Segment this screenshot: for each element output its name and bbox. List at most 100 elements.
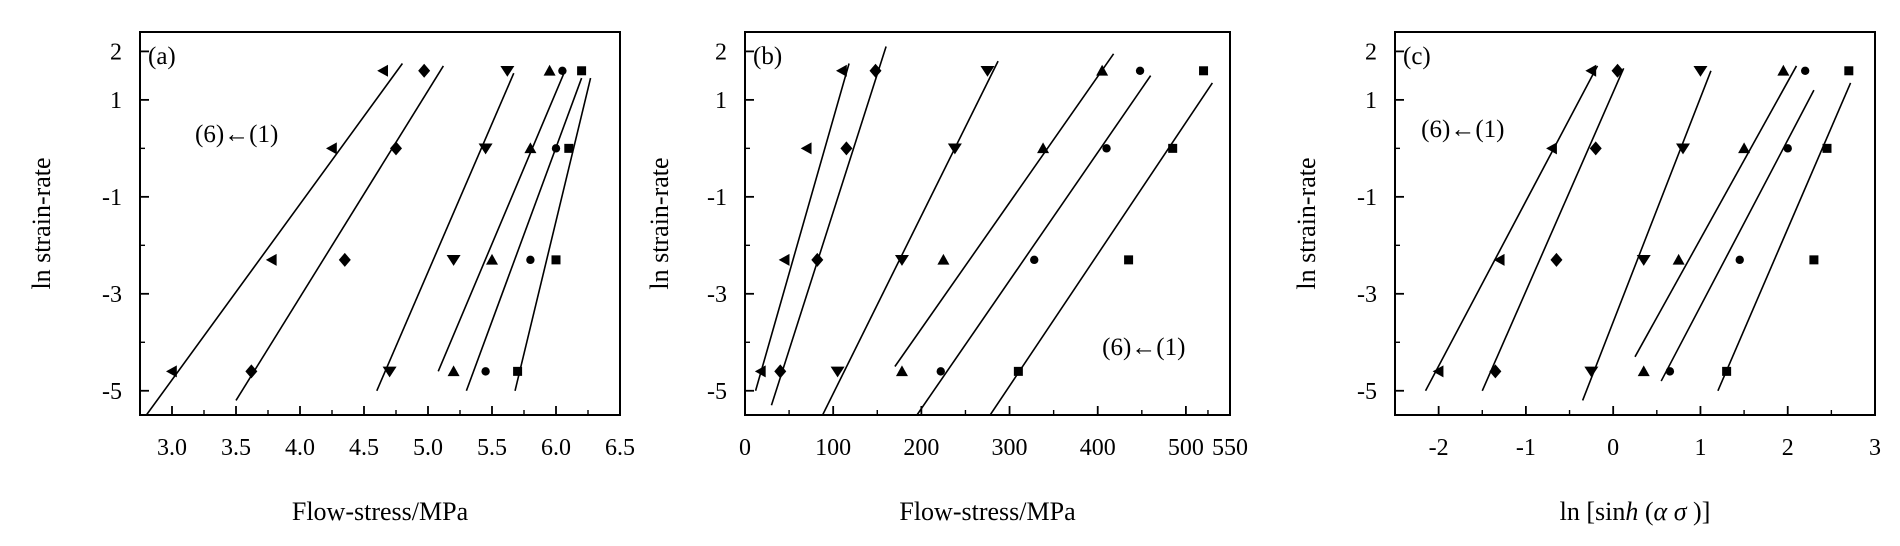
panel-a-point-diamond: [418, 63, 431, 78]
panel-b-point-circle: [1135, 66, 1145, 75]
panel-c-series-3: [1634, 64, 1798, 377]
panel-b-xtick-label: 550: [1212, 435, 1248, 461]
panel-b-xtick-label: 400: [1080, 435, 1116, 461]
panel-c-point-tri-left: [1585, 64, 1597, 77]
panel-c-point-triangle: [1777, 64, 1790, 76]
panel-c-frame: [1394, 31, 1876, 416]
panel-b-fit-line: [821, 60, 999, 415]
panel-b-point-diamond: [774, 364, 787, 379]
panel-a-xlabel: Flow-stress/MPa: [292, 497, 469, 526]
panel-a-fit-line: [437, 70, 566, 372]
panel-a-xtick-label: 5.5: [477, 435, 507, 461]
panel-b-xtick-label: 500: [1168, 435, 1204, 461]
panel-b-point-square: [1124, 255, 1134, 265]
panel-b-frame: [744, 31, 1231, 416]
panel-a-xtick-label: 3.0: [157, 435, 187, 461]
panel-a-xtick-label: 6.5: [605, 435, 635, 461]
panel-c-ytick-label: 2: [1365, 39, 1377, 65]
panel-a-series-1: [513, 66, 592, 391]
panel-b-fit-line: [894, 53, 1115, 367]
panel-b-series-1: [989, 66, 1214, 415]
panel-c-series-4: [1581, 65, 1712, 401]
panel-a-frame: [139, 31, 621, 416]
panel-a-ytick-label: 1: [110, 88, 122, 114]
panel-a-fit-line: [145, 63, 404, 415]
panel-b-xtick-label: 100: [815, 435, 851, 461]
panel-a-point-diamond: [338, 252, 351, 267]
panel-c-ylabel: ln strain-rate: [1292, 157, 1321, 289]
panel-b-series-3: [894, 53, 1115, 377]
panel-c-point-square: [1809, 255, 1819, 265]
panel-b-point-square: [1168, 143, 1178, 153]
panel-b-point-circle: [1030, 255, 1039, 265]
panel-b-point-square: [1199, 66, 1209, 76]
panel-c-xtick-label: -2: [1429, 435, 1449, 461]
panel-a-xtick-label: 5.0: [413, 435, 443, 461]
panel-b-fit-line: [989, 82, 1214, 415]
panel-a-point-triangle: [543, 64, 556, 76]
panel-c-fit-line: [1717, 82, 1852, 392]
panel-b: 0 100 200 300 400 500 550 2 1 -1 -3 -5 (b) Flow-stres…: [645, 31, 1248, 526]
panel-b-point-triangle: [1037, 142, 1050, 154]
panel-a-series-2: [465, 66, 583, 392]
panel-a-fit-line: [514, 77, 592, 391]
panel-b-ytick-label: 2: [715, 39, 727, 65]
panel-b-point-diamond: [811, 252, 824, 267]
panel-a-point-tri-left: [326, 142, 337, 155]
panel-c-annotation: (6)←(1): [1421, 116, 1504, 143]
panel-a-point-diamond: [245, 364, 258, 379]
panel-a-point-circle: [526, 255, 535, 265]
panel-b-point-circle: [936, 367, 945, 376]
panel-c-point-tri-down: [1676, 143, 1690, 155]
panel-c-point-diamond: [1611, 63, 1624, 78]
panel-c-point-tri-down: [1636, 255, 1651, 266]
panel-c-fit-line: [1424, 65, 1599, 392]
panel-b-point-triangle: [1096, 64, 1109, 76]
panel-c-fit-line: [1660, 89, 1815, 382]
panel-b-xlabel: Flow-stress/MPa: [899, 497, 1076, 526]
panel-a-point-triangle: [486, 253, 498, 265]
panel-b-xtick-label: 0: [739, 435, 751, 461]
panel-a-point-square: [577, 66, 587, 76]
panel-b-series-2: [916, 66, 1152, 415]
panel-c-series-2: [1660, 66, 1815, 382]
panel-c-series-5: [1481, 63, 1625, 392]
panel-a-ytick-label: -5: [102, 379, 122, 405]
panel-a-point-tri-left: [265, 253, 277, 266]
panel-b-point-tri-left: [754, 365, 766, 378]
panel-c-point-tri-left: [1546, 142, 1557, 155]
panel-a-ytick-label: -1: [102, 185, 122, 211]
panel-c-label: (c): [1403, 43, 1431, 70]
panel-b-point-triangle: [937, 253, 950, 265]
panel-b-point-circle: [1102, 144, 1111, 153]
panel-c-xtick-label: -1: [1516, 435, 1536, 461]
panel-b-point-tri-down: [894, 255, 909, 266]
panel-b-point-tri-down: [947, 143, 962, 155]
panel-a-point-tri-down: [500, 65, 515, 77]
panel-c-fit-line: [1634, 65, 1798, 358]
panel-a-series-3: [437, 64, 566, 377]
panel-b-xtick-label: 300: [992, 435, 1028, 461]
panel-b-point-tri-left: [836, 64, 847, 77]
panel-b-ytick-label: -5: [707, 379, 727, 405]
panel-c-point-square: [1722, 366, 1732, 376]
panel-b-series-4: [821, 60, 999, 415]
panel-c-point-circle: [1800, 66, 1810, 75]
panel-b-ytick-label: -3: [707, 282, 727, 308]
panel-a-ytick-label: -3: [102, 282, 122, 308]
panel-a-ylabel: ln strain-rate: [27, 157, 56, 289]
panel-b-label: (b): [753, 43, 782, 70]
panel-c-point-diamond: [1589, 141, 1602, 156]
panel-a-point-triangle: [447, 365, 460, 377]
panel-a-point-diamond: [390, 141, 402, 156]
panel-b-point-diamond: [869, 63, 882, 78]
panel-b-annotation: (6)←(1): [1102, 334, 1185, 361]
panel-c-xtick-label: 1: [1694, 435, 1706, 461]
panel-a-xtick-label: 4.5: [349, 435, 379, 461]
panel-a-xtick-label: 4.0: [285, 435, 315, 461]
panel-c-xtick-label: 0: [1607, 435, 1619, 461]
panel-a-point-tri-left: [166, 365, 177, 378]
panel-c-point-diamond: [1489, 364, 1502, 379]
panel-c-xlabel: ln [sinh (α σ )]: [1560, 497, 1711, 526]
panel-c-point-tri-left: [1432, 365, 1444, 378]
